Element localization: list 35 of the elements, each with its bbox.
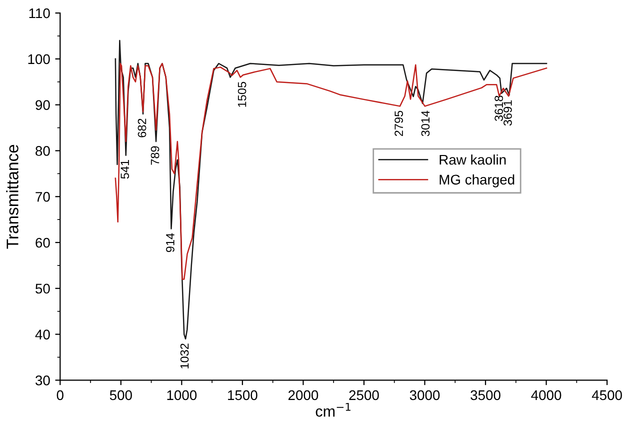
line-series	[114, 62, 548, 280]
x-tick-label: 3500	[470, 390, 500, 400]
x-tick-label: 1500	[228, 390, 258, 400]
x-tick-label: 4500	[592, 390, 622, 400]
x-tick-label: 500	[110, 390, 132, 400]
annotation: 682	[138, 118, 146, 138]
annotation: 914	[166, 233, 174, 252]
y-tick-label: 80	[36, 146, 50, 156]
y-tick-label: 50	[36, 284, 50, 294]
y-tick-label: 60	[36, 238, 50, 248]
x-tick-label: 1000	[167, 390, 197, 400]
annotation: 1032	[180, 344, 189, 368]
x-tick-label: 4000	[531, 390, 562, 400]
x-axis-title: cm$^{−1}$	[316, 402, 350, 417]
x-tick-label: 0	[56, 390, 64, 400]
annotation: 1505	[238, 82, 246, 107]
legend-label: Raw kaolin	[440, 154, 506, 165]
annotation: 789	[150, 146, 160, 165]
annotation: 2795	[394, 110, 403, 136]
y-tick-label: 100	[28, 54, 50, 64]
annotation: 3618	[494, 96, 504, 122]
y-tick-label: 40	[35, 330, 50, 340]
x-tick-label: 3000	[410, 390, 440, 400]
y-axis-title: Transmittance	[6, 144, 18, 249]
y-tick-label: 30	[35, 376, 50, 386]
annotation: 3691	[504, 100, 512, 126]
annotation: 3014	[421, 110, 430, 136]
x-tick-label: 2000	[288, 390, 318, 400]
y-tick-label: 90	[36, 100, 50, 110]
line-series	[114, 40, 548, 340]
y-tick-label: 110	[29, 8, 50, 18]
y-tick-label: 70	[36, 192, 50, 202]
x-tick-label: 2500	[349, 390, 379, 400]
legend-label: MG charged	[440, 174, 514, 188]
annotation: 541	[120, 160, 130, 179]
